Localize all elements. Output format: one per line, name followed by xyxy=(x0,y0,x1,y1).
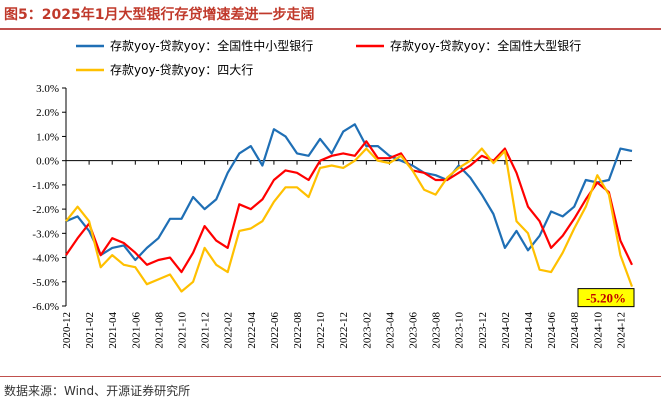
x-tick-label: 2023-06 xyxy=(408,312,420,349)
x-tick-label: 2024-08 xyxy=(569,312,581,349)
page-title: 图5：2025年1月大型银行存贷增速差进一步走阔 xyxy=(4,7,315,23)
x-tick-label: 2023-02 xyxy=(361,312,373,349)
x-tick-label: 2024-12 xyxy=(615,312,627,349)
x-tick-label: 2021-08 xyxy=(153,312,165,349)
x-tick-label: 2020-12 xyxy=(61,312,73,349)
callout-label: -5.20% xyxy=(586,291,626,306)
y-tick-label: 0.0% xyxy=(36,156,59,168)
x-tick-label: 2021-06 xyxy=(130,312,142,349)
x-tick-label: 2023-12 xyxy=(477,312,489,349)
x-tick-label: 2024-02 xyxy=(500,312,512,349)
source-note: 数据来源：Wind、开源证券研究所 xyxy=(4,384,191,398)
series-line-2 xyxy=(65,140,633,274)
y-tick-label: 2.0% xyxy=(36,107,59,119)
y-tick-label: -6.0% xyxy=(32,301,59,313)
legend-label-1: 存款yoy-贷款yoy：全国性中小型银行 xyxy=(110,38,313,53)
series-line-1 xyxy=(65,123,633,262)
x-tick-label: 2022-02 xyxy=(223,312,235,349)
x-tick-label: 2022-12 xyxy=(338,312,350,349)
y-tick-label: -2.0% xyxy=(32,204,59,216)
footer-divider xyxy=(0,376,661,377)
x-tick-label: 2024-04 xyxy=(523,312,535,349)
x-tick-label: 2021-04 xyxy=(107,312,119,349)
x-tick-label: 2022-10 xyxy=(315,312,327,349)
x-tick-label: 2021-10 xyxy=(177,312,189,349)
series-line-3 xyxy=(65,147,634,293)
x-tick-label: 2023-08 xyxy=(431,312,443,349)
x-tick-label: 2022-04 xyxy=(246,312,258,349)
x-tick-label: 2021-02 xyxy=(84,312,96,349)
legend-label-2: 存款yoy-贷款yoy：全国性大型银行 xyxy=(390,38,581,53)
legend-label-3: 存款yoy-贷款yoy：四大行 xyxy=(110,63,253,77)
x-tick-label: 2021-12 xyxy=(200,312,212,349)
y-tick-label: -3.0% xyxy=(32,228,59,240)
y-tick-label: -5.0% xyxy=(32,277,59,289)
x-tick-label: 2023-10 xyxy=(454,312,466,349)
y-tick-label: 3.0% xyxy=(36,83,59,95)
y-tick-label: -4.0% xyxy=(32,253,59,265)
callout-box xyxy=(577,288,635,308)
x-tick-label: 2024-06 xyxy=(546,312,558,349)
x-tick-label: 2022-06 xyxy=(269,312,281,349)
y-tick-label: 1.0% xyxy=(36,131,59,143)
x-tick-label: 2023-04 xyxy=(384,312,396,349)
x-tick-label: 2024-10 xyxy=(592,312,604,349)
x-tick-label: 2022-08 xyxy=(292,312,304,349)
line-chart: 3.0% 2.0% 1.0% 0.0% -1.0% -2.0% -3.0% -4.0% -5.0… xyxy=(32,38,635,349)
y-tick-label: -1.0% xyxy=(32,180,59,192)
title-bar: 图5：2025年1月大型银行存贷增速差进一步走阔 xyxy=(0,0,661,30)
